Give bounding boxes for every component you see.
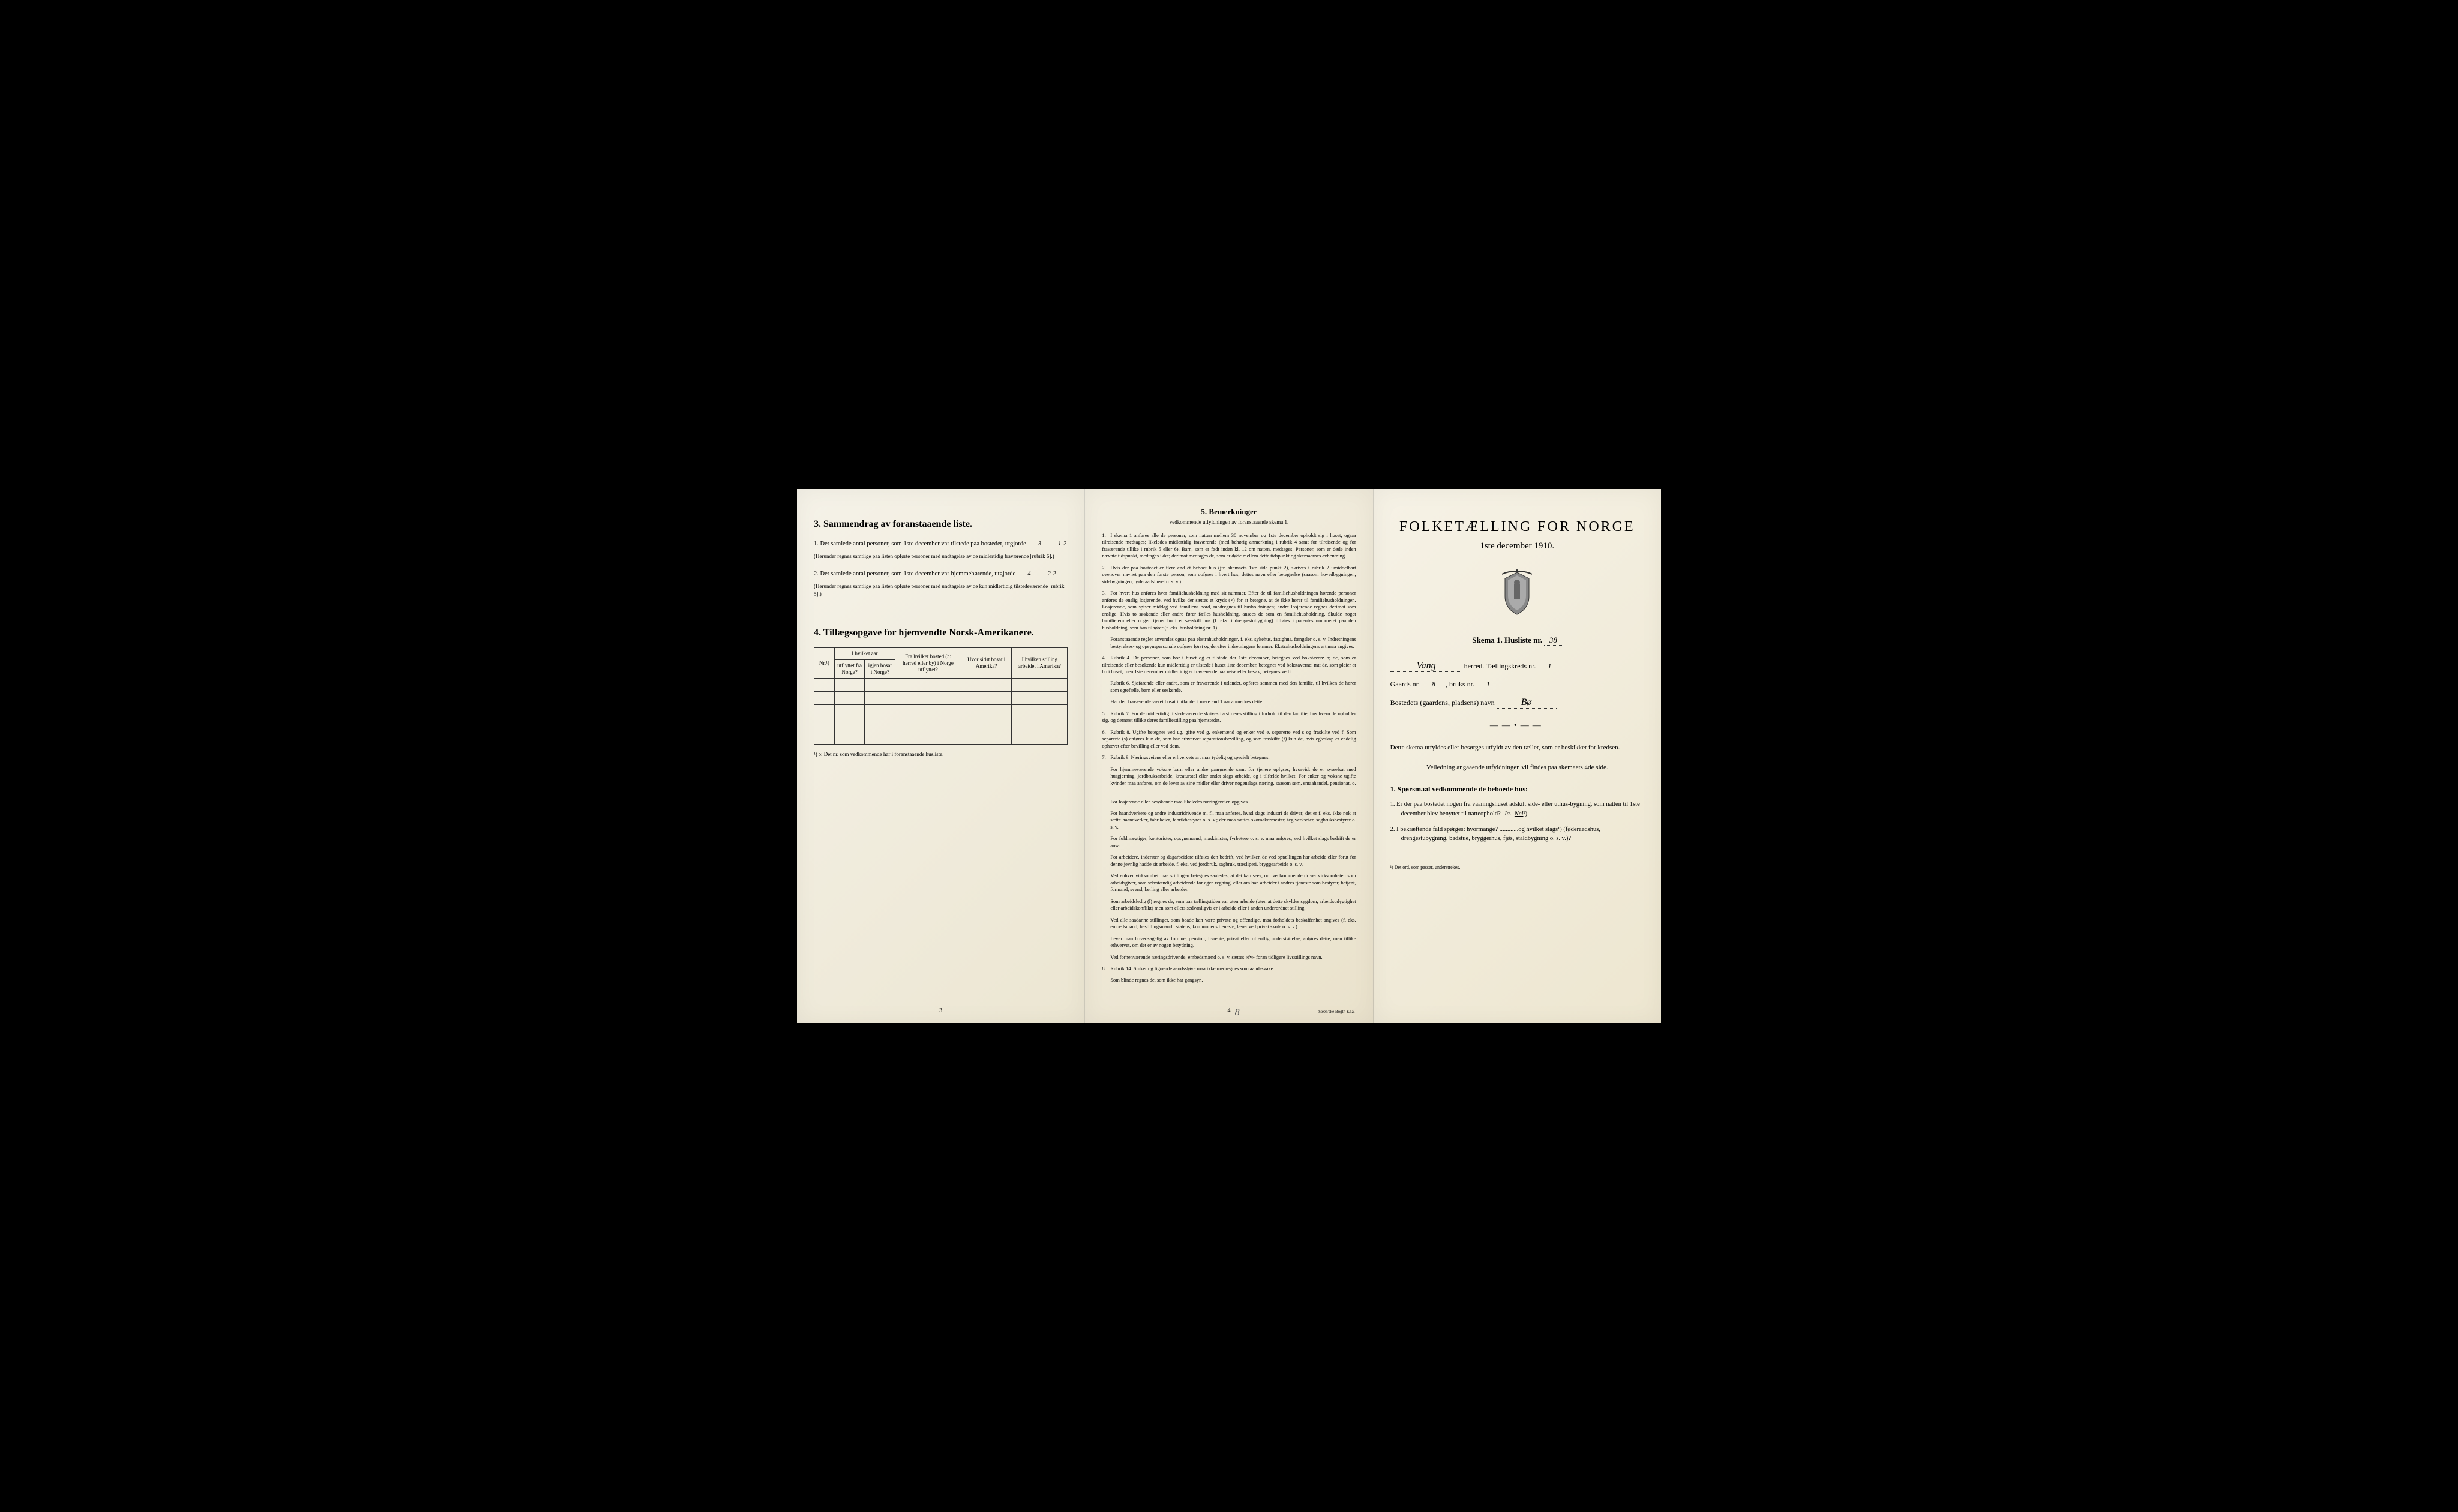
page-3: FOLKETÆLLING FOR NORGE 1ste december 191… xyxy=(1374,489,1661,1023)
question-1: 1. Er der paa bostedet nogen fra vaaning… xyxy=(1401,800,1644,819)
instruction-text: Dette skema utfyldes eller besørges utfy… xyxy=(1390,743,1644,754)
table-row xyxy=(814,731,1068,744)
divider-icon: ――•―― xyxy=(1390,721,1644,731)
gaard-line: Gaards nr. 8, bruks nr. 1 xyxy=(1390,680,1644,690)
section-4-title: 4. Tillægsopgave for hjemvendte Norsk-Am… xyxy=(814,628,1068,638)
table-footnote: ¹) ɔ: Det nr. som vedkommende har i fora… xyxy=(814,751,1068,758)
table-row xyxy=(814,704,1068,718)
emigrant-table: Nr.¹) I hvilket aar Fra hvilket bosted (… xyxy=(814,647,1068,744)
question-2: 2. I bekræftende fald spørges: hvormange… xyxy=(1401,825,1644,844)
page-2: 5. Bemerkninger vedkommende utfyldningen… xyxy=(1085,489,1373,1023)
summary-item-1: 1. Det samlede antal personer, som 1ste … xyxy=(814,539,1068,560)
table-row xyxy=(814,678,1068,691)
schema-line: Skema 1. Husliste nr. 38 xyxy=(1390,635,1644,646)
question-heading: 1. Spørsmaal vedkommende de beboede hus: xyxy=(1390,785,1644,794)
summary-item-2: 2. Det samlede antal personer, som 1ste … xyxy=(814,569,1068,598)
table-row xyxy=(814,718,1068,731)
handwritten-annotation: 8 xyxy=(1235,1007,1240,1018)
bosted-line: Bostedets (gaardens, pladsens) navn Bø xyxy=(1390,697,1644,709)
census-document: 3. Sammendrag av foranstaaende liste. 1.… xyxy=(797,489,1661,1023)
main-title: FOLKETÆLLING FOR NORGE xyxy=(1390,519,1644,535)
coat-of-arms-icon xyxy=(1390,569,1644,620)
printer-mark: Steen'ske Bogtr. Kr.a. xyxy=(1318,1009,1355,1014)
census-date: 1ste december 1910. xyxy=(1390,541,1644,551)
section-5-title: 5. Bemerkninger xyxy=(1102,507,1356,517)
herred-line: Vang herred. Tællingskreds nr. 1 xyxy=(1390,661,1644,673)
table-row xyxy=(814,691,1068,704)
footnote: ¹) Det ord, som passer, understrekes. xyxy=(1390,862,1461,870)
page-1: 3. Sammendrag av foranstaaende liste. 1.… xyxy=(797,489,1085,1023)
page-number: 4 xyxy=(1227,1007,1230,1014)
page-number: 3 xyxy=(939,1007,942,1014)
section-3-title: 3. Sammendrag av foranstaaende liste. xyxy=(814,519,1068,530)
